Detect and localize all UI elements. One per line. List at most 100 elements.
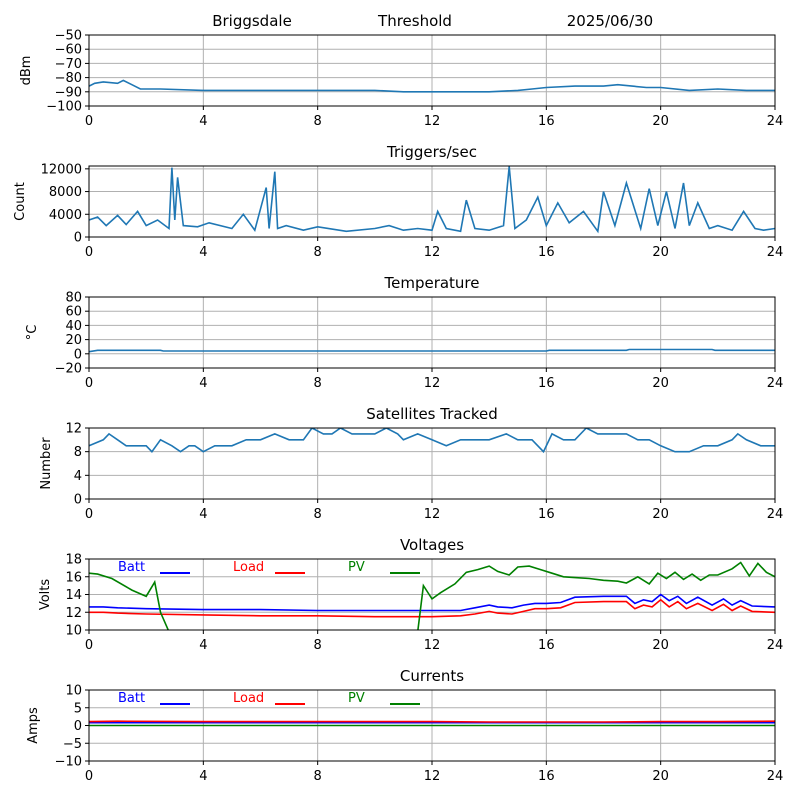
y-axis-label: Amps xyxy=(26,707,41,744)
y-axis-label: Volts xyxy=(38,579,53,611)
x-tick-label: 20 xyxy=(652,638,669,653)
y-tick-label: −10 xyxy=(55,755,82,770)
x-tick-label: 0 xyxy=(85,769,93,784)
x-tick-label: 0 xyxy=(85,376,93,391)
series-line-0 xyxy=(89,166,775,234)
series-line-0 xyxy=(89,428,775,454)
x-tick-label: 8 xyxy=(314,638,322,653)
y-tick-label: −5 xyxy=(63,737,82,752)
chart-title: Temperature xyxy=(383,274,479,292)
panel-0: 0 4 8 12 16 20 24 −100−90−80−70−60−50 dBm xyxy=(19,29,783,130)
y-tick-label: −100 xyxy=(46,100,82,115)
x-tick-label: 24 xyxy=(767,376,784,391)
x-tick-label: 0 xyxy=(85,114,93,129)
series-line-0 xyxy=(89,348,775,353)
x-tick-label: 12 xyxy=(424,245,441,260)
legend-label-pv: PV xyxy=(348,691,365,706)
x-tick-label: 20 xyxy=(652,376,669,391)
y-tick-label: 0 xyxy=(74,719,82,734)
x-tick-label: 12 xyxy=(424,769,441,784)
y-axis-label: Number xyxy=(39,437,54,490)
y-tick-label: 10 xyxy=(65,624,82,639)
legend-label-load: Load xyxy=(233,691,264,706)
y-tick-label: 8 xyxy=(74,445,82,460)
x-tick-label: 24 xyxy=(767,769,784,784)
x-tick-label: 0 xyxy=(85,507,93,522)
y-tick-label: 4 xyxy=(74,469,82,484)
header-date: 2025/06/30 xyxy=(567,12,653,30)
chart-title: Triggers/sec xyxy=(386,143,477,161)
x-tick-label: 20 xyxy=(652,507,669,522)
y-tick-label: 8000 xyxy=(49,185,82,200)
y-tick-label: 16 xyxy=(65,570,82,585)
x-tick-label: 24 xyxy=(767,507,784,522)
x-tick-label: 24 xyxy=(767,114,784,129)
header-mode: Threshold xyxy=(377,12,452,30)
y-tick-label: 12 xyxy=(65,606,82,621)
panel-5: 0 4 8 12 16 20 24 −10 −5 0 5 10 Currents Amps Batt Load… xyxy=(26,667,783,784)
chart-title: Satellites Tracked xyxy=(366,405,497,423)
panel-3: 0 4 8 12 16 20 24 0 4 8 12 Satellites Tracked Number xyxy=(39,405,783,522)
x-tick-label: 0 xyxy=(85,638,93,653)
legend-label-batt: Batt xyxy=(118,691,145,706)
series-line-load xyxy=(89,720,775,723)
x-tick-label: 16 xyxy=(538,245,555,260)
y-tick-label: 5 xyxy=(74,701,82,716)
y-axis-label: °C xyxy=(25,325,40,341)
x-tick-label: 20 xyxy=(652,245,669,260)
x-tick-label: 16 xyxy=(538,507,555,522)
x-tick-label: 16 xyxy=(538,114,555,129)
x-tick-label: 4 xyxy=(199,769,207,784)
y-axis-label: dBm xyxy=(19,56,34,86)
y-tick-label: 4000 xyxy=(49,208,82,223)
y-tick-label: −70 xyxy=(55,57,82,72)
series-line-batt xyxy=(89,593,775,612)
x-tick-label: 12 xyxy=(424,507,441,522)
y-tick-label: 80 xyxy=(65,291,82,306)
header-station: Briggsdale xyxy=(212,12,292,30)
x-tick-label: 8 xyxy=(314,114,322,129)
y-axis-label: Count xyxy=(13,182,28,221)
y-tick-label: −20 xyxy=(55,362,82,377)
series-line-0 xyxy=(89,79,775,93)
legend-label-load: Load xyxy=(233,560,264,575)
y-tick-label: 0 xyxy=(74,493,82,508)
x-tick-label: 12 xyxy=(424,638,441,653)
x-tick-label: 4 xyxy=(199,507,207,522)
x-tick-label: 16 xyxy=(538,638,555,653)
x-tick-label: 16 xyxy=(538,376,555,391)
x-tick-label: 16 xyxy=(538,769,555,784)
y-tick-label: 60 xyxy=(65,305,82,320)
y-tick-label: 0 xyxy=(74,347,82,362)
chart-title: Currents xyxy=(400,667,464,685)
x-tick-label: 20 xyxy=(652,769,669,784)
x-tick-label: 8 xyxy=(314,376,322,391)
y-tick-label: 14 xyxy=(65,588,82,603)
y-tick-label: −80 xyxy=(55,71,82,86)
y-tick-label: −60 xyxy=(55,43,82,58)
panel-1: 0 4 8 12 16 20 24 0 4000 8000 12000 Triggers/sec Cou… xyxy=(13,143,783,260)
x-tick-label: 8 xyxy=(314,769,322,784)
y-tick-label: 10 xyxy=(65,684,82,699)
x-tick-label: 0 xyxy=(85,245,93,260)
x-tick-label: 4 xyxy=(199,114,207,129)
x-tick-label: 24 xyxy=(767,245,784,260)
x-tick-label: 8 xyxy=(314,245,322,260)
series-line-pv xyxy=(89,561,775,630)
x-tick-label: 24 xyxy=(767,638,784,653)
y-tick-label: 12 xyxy=(65,422,82,437)
y-tick-label: 18 xyxy=(65,553,82,568)
series-line-load xyxy=(89,598,775,618)
y-tick-label: 0 xyxy=(74,231,82,246)
x-tick-label: 8 xyxy=(314,507,322,522)
y-tick-label: −50 xyxy=(55,29,82,44)
y-tick-label: −90 xyxy=(55,85,82,100)
x-tick-label: 4 xyxy=(199,245,207,260)
y-tick-label: 12000 xyxy=(41,162,82,177)
chart-title: Voltages xyxy=(400,536,464,554)
y-tick-label: 20 xyxy=(65,333,82,348)
